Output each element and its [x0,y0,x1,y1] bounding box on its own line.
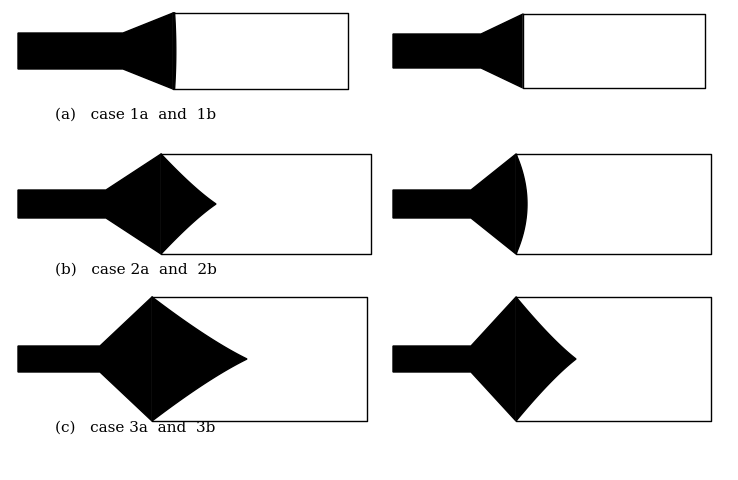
Text: (c)   case 3a  and  3b: (c) case 3a and 3b [55,420,215,434]
Polygon shape [173,14,348,90]
Polygon shape [516,155,527,254]
Polygon shape [18,298,247,421]
Polygon shape [516,155,711,254]
Polygon shape [393,155,527,254]
Polygon shape [393,15,523,89]
Text: (b)   case 2a  and  2b: (b) case 2a and 2b [55,263,217,276]
Polygon shape [152,298,247,421]
Polygon shape [516,298,711,421]
Polygon shape [523,15,705,89]
Polygon shape [18,14,176,90]
Text: (a)   case 1a  and  1b: (a) case 1a and 1b [55,108,216,122]
Polygon shape [393,298,576,421]
Polygon shape [161,155,371,254]
Polygon shape [173,14,176,90]
Polygon shape [516,298,576,421]
Polygon shape [18,155,216,254]
Polygon shape [152,298,367,421]
Polygon shape [161,155,216,254]
